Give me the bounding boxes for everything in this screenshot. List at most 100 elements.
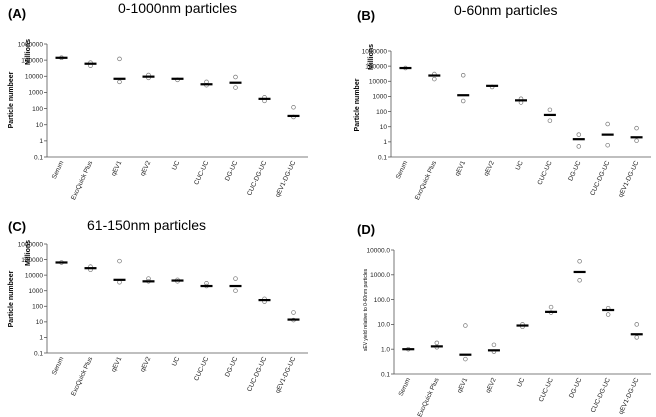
panel-label: (C) xyxy=(8,219,26,234)
x-tick-label: qEV1-DG-UC xyxy=(274,356,297,395)
x-tick-label: UC xyxy=(514,160,524,172)
y-tick-label: 10000 xyxy=(25,272,43,279)
data-point xyxy=(463,323,468,328)
mean-bar xyxy=(287,318,300,321)
x-tick-label: DG-UC xyxy=(224,356,239,379)
panel-b: (B) 0-60nm particles 0.1 1 10 100 1000 10000 100… xyxy=(354,2,651,201)
x-tick-label: CUC-UC xyxy=(193,160,210,186)
data-point xyxy=(460,98,466,104)
y-tick-label: 1.0 xyxy=(381,347,390,354)
data-point xyxy=(117,56,122,62)
data-point xyxy=(547,107,553,113)
x-tick-label: qEV1-DG-UC xyxy=(274,160,297,199)
y-tick-label: 1 xyxy=(39,138,43,145)
mean-bar xyxy=(113,77,126,80)
data-point xyxy=(491,342,497,348)
data-point xyxy=(463,356,468,362)
x-tick-label: qEV2 xyxy=(139,160,152,178)
data-point xyxy=(605,142,610,148)
x-tick-label: qEV1 xyxy=(456,377,469,395)
mean-bar xyxy=(55,56,68,59)
y-tick-label: 0.1 xyxy=(34,154,43,161)
mean-bar xyxy=(55,261,68,264)
y-tick-label: 10000.0 xyxy=(367,247,391,254)
y-tick-label: 1 xyxy=(383,139,387,146)
x-tick-label: Serum xyxy=(398,377,412,397)
y-axis-label: Particle numbeer xyxy=(8,270,15,327)
mean-bar xyxy=(428,74,441,77)
data-point xyxy=(117,79,122,85)
x-tick-label: CUC-DG-UC xyxy=(589,160,611,197)
mean-bar xyxy=(516,324,529,327)
x-tick-label: CUC-DG-UC xyxy=(246,160,268,197)
data-point xyxy=(576,144,582,149)
x-tick-label: CUC-UC xyxy=(538,377,555,403)
x-tick-label: CUC-UC xyxy=(193,356,210,382)
y-axis-label: Particle number xyxy=(354,78,361,131)
mean-bar xyxy=(601,133,614,136)
x-tick-label: qEV1 xyxy=(454,160,467,178)
mean-bar xyxy=(287,114,300,118)
mean-bar xyxy=(572,138,585,141)
mean-bar xyxy=(459,353,472,356)
data-point xyxy=(434,340,440,346)
panel-title: 61-150nm particles xyxy=(87,217,206,233)
data-point xyxy=(233,85,238,90)
mean-bar xyxy=(573,270,586,274)
mean-bar xyxy=(258,97,271,100)
x-tick-label: DG-UC xyxy=(568,377,583,400)
panel-title: 0-1000nm particles xyxy=(118,0,237,16)
mean-bar xyxy=(430,345,443,348)
mean-bar xyxy=(142,75,155,78)
y-axis-label: Particle numbeer xyxy=(8,71,15,128)
panel-label: (B) xyxy=(357,8,375,23)
x-tick-label: qEV1-DG-UC xyxy=(617,160,640,199)
mean-bar xyxy=(602,308,615,312)
x-tick-label: Serum xyxy=(395,160,409,180)
x-tick-label: ExoQuick Plus xyxy=(70,355,95,397)
y-tick-label: 1000 xyxy=(373,94,388,101)
x-tick-label: qEV1 xyxy=(110,356,123,374)
data-point xyxy=(634,138,639,143)
data-point xyxy=(605,312,611,317)
mean-bar xyxy=(630,136,643,139)
mean-bar xyxy=(113,278,126,281)
x-tick-label: qEV2 xyxy=(139,356,152,374)
data-point xyxy=(576,132,582,137)
y-tick-label: 100000 xyxy=(365,63,387,70)
x-tick-label: ExoQuick Plus xyxy=(414,159,439,201)
mean-bar xyxy=(486,84,499,87)
data-point xyxy=(233,74,238,80)
data-point xyxy=(548,304,554,310)
mean-bar xyxy=(171,77,184,80)
y-axis-label: sEV yield relative to 0-60nm particles xyxy=(363,268,369,351)
data-point xyxy=(432,76,437,82)
data-point xyxy=(460,73,466,78)
y-tick-label: 0.1 xyxy=(381,371,390,378)
data-point xyxy=(547,118,553,123)
y-tick-label: 1 xyxy=(39,335,43,342)
x-tick-label: qEV1 xyxy=(110,160,123,178)
y-tick-label: 1000 xyxy=(29,288,44,295)
y-unit-label: Millions xyxy=(368,44,375,70)
panel-a: (A) 0-1000nm particles 0.1 1 10 100 1000 10000 1… xyxy=(8,0,308,201)
y-tick-label: 1000.0 xyxy=(370,272,390,279)
mean-bar xyxy=(171,279,184,282)
data-point xyxy=(117,258,122,264)
x-tick-label: UC xyxy=(171,160,181,172)
x-tick-label: UC xyxy=(516,377,526,389)
data-point xyxy=(291,310,296,315)
y-tick-label: 100 xyxy=(32,304,43,311)
mean-bar xyxy=(84,267,97,270)
y-tick-label: 10 xyxy=(36,122,44,129)
x-tick-label: CUC-DG-UC xyxy=(246,356,268,393)
x-tick-label: qEV2 xyxy=(483,160,496,178)
y-tick-label: 1000000 xyxy=(18,41,44,48)
mean-bar xyxy=(142,280,155,283)
y-unit-label: Millions xyxy=(25,240,32,266)
mean-bar xyxy=(545,310,558,313)
y-tick-label: 10 xyxy=(36,319,44,326)
data-point xyxy=(233,288,238,293)
mean-bar xyxy=(258,298,271,302)
x-tick-label: Serum xyxy=(51,356,65,376)
